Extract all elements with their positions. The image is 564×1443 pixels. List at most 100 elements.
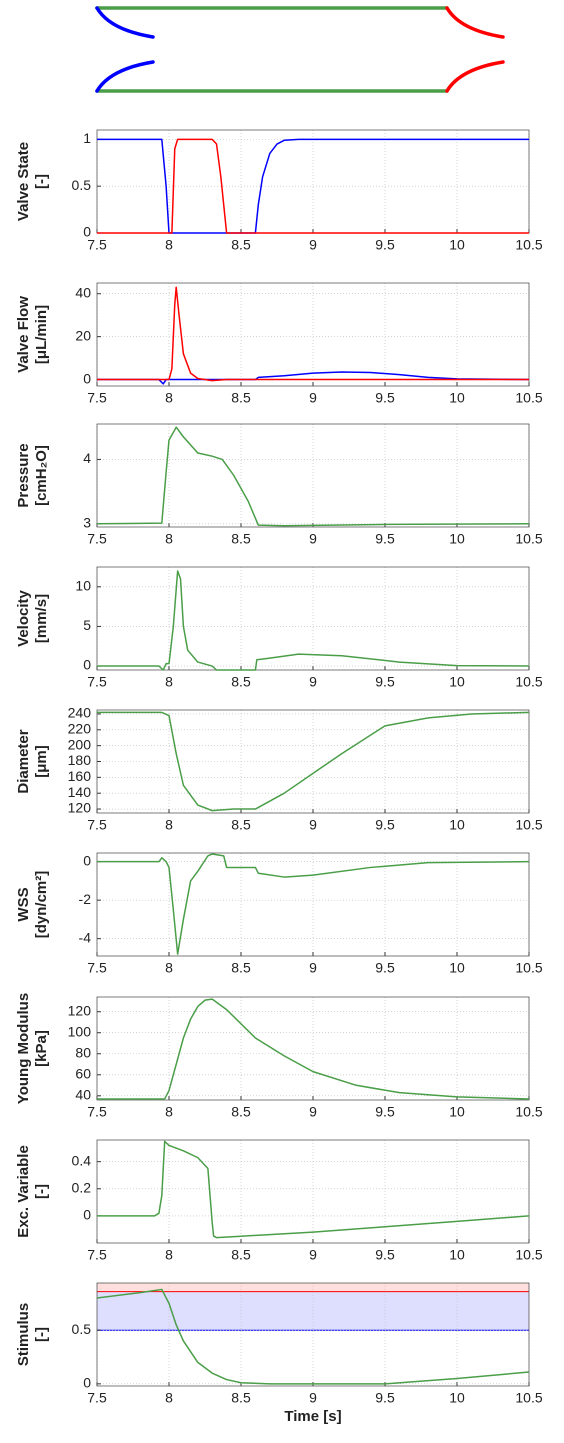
x-tick-label: 10 xyxy=(449,674,465,690)
y-axis-label: [-] xyxy=(33,1327,50,1342)
plot-frame xyxy=(96,1282,530,1387)
x-tick-label: 9.5 xyxy=(375,817,395,833)
x-tick-label: 8 xyxy=(165,674,173,690)
y-tick-label: 120 xyxy=(68,800,92,816)
line-series xyxy=(97,138,529,234)
x-tick-label: 10 xyxy=(449,237,465,253)
x-tick-label: 7.5 xyxy=(87,674,107,690)
x-tick-label: 8.5 xyxy=(231,817,251,833)
y-tick-label: 5 xyxy=(83,617,91,633)
line-series xyxy=(96,426,530,527)
x-tick-label: 9 xyxy=(309,531,317,547)
x-tick-label: 8 xyxy=(165,531,173,547)
x-tick-label: 9 xyxy=(309,1247,317,1263)
x-tick-label: 10 xyxy=(449,390,465,406)
y-axis-label: Stimulus xyxy=(15,1303,32,1366)
y-tick-label: 0 xyxy=(83,1207,91,1223)
x-tick-label: 10 xyxy=(449,1104,465,1120)
x-tick-label: 7.5 xyxy=(87,1390,107,1406)
y-tick-label: 40 xyxy=(75,284,91,300)
line-series xyxy=(96,1288,530,1385)
x-tick-label: 7.5 xyxy=(87,1247,107,1263)
inlet-valve-top xyxy=(95,6,155,39)
x-tick-label: 9.5 xyxy=(375,1390,395,1406)
x-tick-label: 7.5 xyxy=(87,1104,107,1120)
y-tick-label: -4 xyxy=(79,929,92,945)
band xyxy=(97,1283,529,1292)
y-tick-label: 0 xyxy=(83,852,91,868)
y-tick-label: 3 xyxy=(83,514,91,530)
x-tick-label: 10 xyxy=(449,960,465,976)
plot-frame xyxy=(96,709,530,814)
y-axis-label: Valve State xyxy=(15,142,32,221)
x-tick-label: 8 xyxy=(165,960,173,976)
x-tick-label: 8.5 xyxy=(231,237,251,253)
plot-frame xyxy=(96,852,530,957)
x-tick-label: 8.5 xyxy=(231,390,251,406)
x-tick-label: 9.5 xyxy=(375,1247,395,1263)
x-tick-label: 10.5 xyxy=(515,531,542,547)
y-axis-label: [μm] xyxy=(33,745,50,778)
line-series xyxy=(97,138,529,234)
y-tick-label: 0.2 xyxy=(72,1179,92,1195)
y-axis-label: Velocity xyxy=(15,589,32,646)
x-tick-label: 9.5 xyxy=(375,390,395,406)
y-tick-label: 0.5 xyxy=(72,1321,92,1337)
y-tick-label: 0 xyxy=(83,224,91,240)
panel: 7.5 8 8.5 9 9.5 10 10.5 40 60 80 100 120 Young Modul… xyxy=(15,993,543,1120)
y-axis-label: Young Modulus xyxy=(15,993,32,1104)
y-tick-label: 20 xyxy=(75,327,91,343)
y-axis-label: [-] xyxy=(33,1184,50,1199)
y-tick-label: 140 xyxy=(68,784,92,800)
x-tick-label: 10 xyxy=(449,817,465,833)
panel: 7.5 8 8.5 9 9.5 10 10.5 0 0.2 0.4 Exc. Variable [-] xyxy=(15,1139,543,1263)
x-tick-label: 9.5 xyxy=(375,531,395,547)
x-tick-label: 8 xyxy=(165,817,173,833)
y-axis-label: [μL/min] xyxy=(33,305,50,364)
x-tick-label: 7.5 xyxy=(87,390,107,406)
plot-frame xyxy=(96,566,530,671)
x-tick-label: 10.5 xyxy=(515,674,542,690)
x-tick-label: 10.5 xyxy=(515,1104,542,1120)
y-tick-label: 100 xyxy=(68,1023,92,1039)
x-tick-label: 8 xyxy=(165,237,173,253)
y-tick-label: 1 xyxy=(83,130,91,146)
x-tick-label: 8.5 xyxy=(231,531,251,547)
x-tick-label: 9 xyxy=(309,960,317,976)
x-tick-label: 8.5 xyxy=(231,1247,251,1263)
vessel-diagram xyxy=(95,6,505,93)
x-tick-label: 10 xyxy=(449,1247,465,1263)
x-tick-label: 10 xyxy=(449,1390,465,1406)
line-series xyxy=(97,998,530,1100)
y-tick-label: 120 xyxy=(68,1002,92,1018)
panel: 7.5 8 8.5 9 9.5 10 10.5 0 5 10 Velocity [mm/s] xyxy=(15,566,543,690)
x-tick-label: 10.5 xyxy=(515,237,542,253)
x-tick-label: 8.5 xyxy=(231,1390,251,1406)
x-tick-label: 9 xyxy=(309,1104,317,1120)
y-tick-label: 240 xyxy=(68,705,92,721)
y-axis-label: Pressure xyxy=(15,443,32,507)
panel: 7.5 8 8.5 9 9.5 10 10.5 3 4 Pressure [cmH₂O] xyxy=(15,423,543,547)
y-tick-label: 4 xyxy=(83,450,91,466)
panel: 7.5 8 8.5 9 9.5 10 10.5 -4 -2 0 WSS [dyn/cm²] xyxy=(15,852,543,975)
inlet-valve-bottom xyxy=(95,60,155,93)
line-series xyxy=(97,570,530,671)
line-series xyxy=(97,853,530,955)
x-tick-label: 10.5 xyxy=(515,960,542,976)
y-axis-label: [kPa] xyxy=(33,1030,50,1067)
y-axis-label: Diameter xyxy=(15,729,32,793)
y-axis-label: WSS xyxy=(15,887,32,921)
x-tick-label: 8 xyxy=(165,1390,173,1406)
line-series xyxy=(97,286,529,382)
x-tick-label: 10.5 xyxy=(515,817,542,833)
x-tick-label: 7.5 xyxy=(87,817,107,833)
y-tick-label: 180 xyxy=(68,752,92,768)
x-tick-label: 9.5 xyxy=(375,1104,395,1120)
y-axis-label: [dyn/cm²] xyxy=(33,871,50,939)
x-tick-label: 8.5 xyxy=(231,960,251,976)
panel: 7.5 8 8.5 9 9.5 10 10.5 0 0.5 Stimulus [-] Time [s] xyxy=(15,1282,543,1425)
x-tick-label: 9 xyxy=(309,674,317,690)
